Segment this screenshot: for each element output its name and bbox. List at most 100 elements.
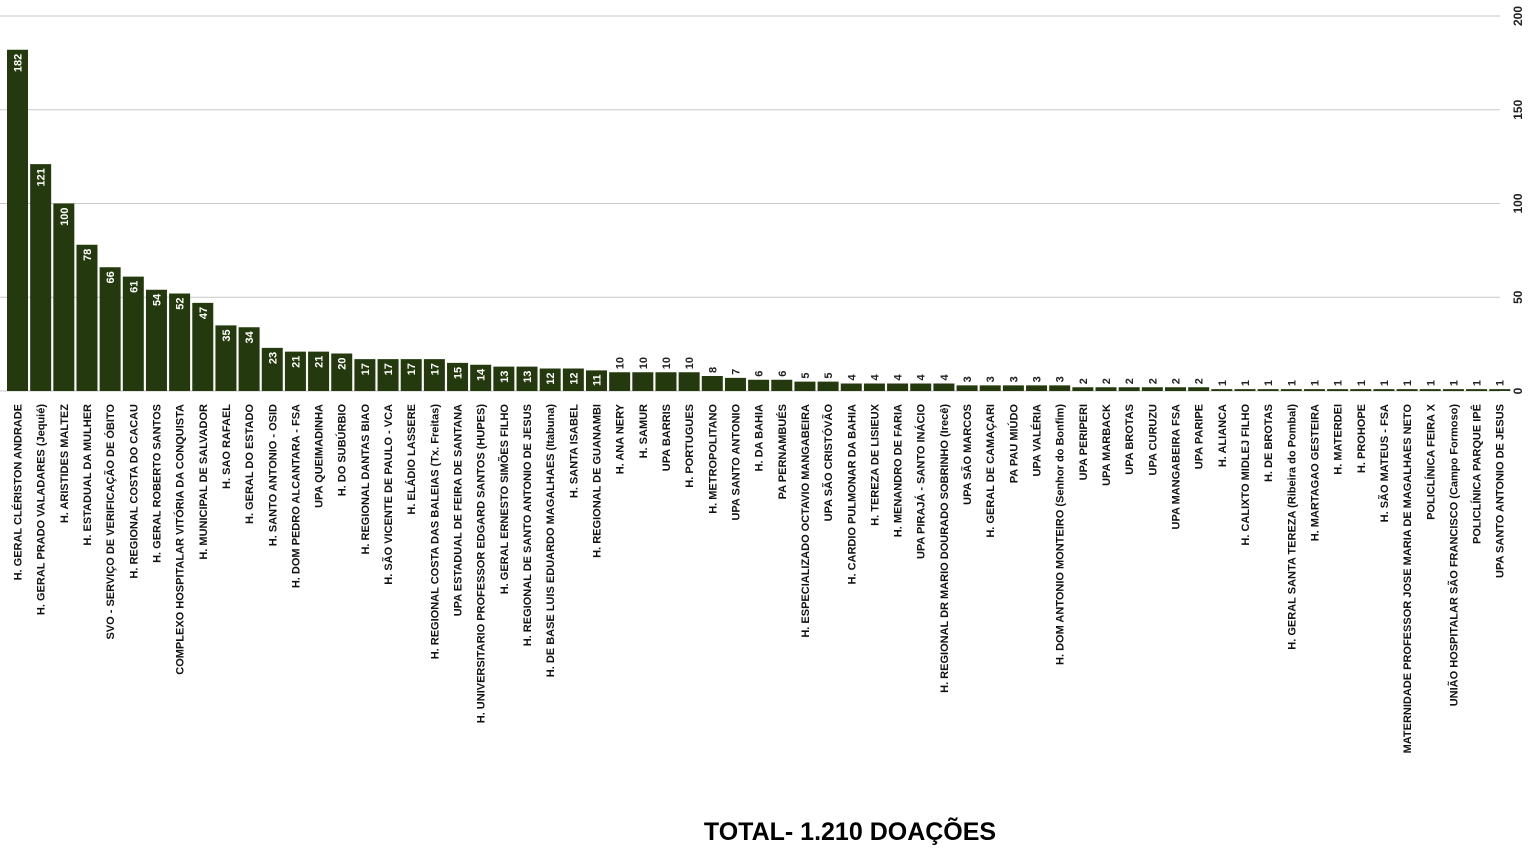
category-label: UPA ESTADUAL DE FEIRA DE SANTANA — [453, 404, 465, 616]
bar — [1234, 389, 1256, 391]
data-label: 23 — [267, 352, 279, 364]
category-label: H. ELÁDIO LASSERE — [405, 404, 418, 515]
category-label: UPA SÃO MARCOS — [961, 404, 974, 505]
data-label: 3 — [1055, 376, 1067, 382]
category-label: UPA CURUZU — [1147, 404, 1159, 476]
data-label: 1 — [1333, 380, 1345, 386]
bar — [817, 381, 839, 391]
bar — [284, 351, 306, 391]
bar — [354, 359, 376, 391]
data-label: 3 — [1032, 376, 1044, 382]
data-label: 3 — [985, 376, 997, 382]
data-label: 11 — [592, 374, 604, 386]
data-label: 12 — [568, 373, 580, 385]
data-label: 78 — [82, 249, 94, 261]
data-label: 61 — [128, 281, 140, 293]
bar — [1072, 387, 1094, 391]
data-label: 17 — [383, 363, 395, 375]
data-label: 35 — [221, 329, 233, 341]
bar — [238, 327, 260, 391]
bar — [1257, 389, 1279, 391]
bar — [76, 244, 98, 391]
bar — [423, 359, 445, 391]
category-label: POLICLÍNICA PARQUE IPÊ — [1471, 404, 1484, 544]
data-label: 4 — [893, 374, 905, 381]
category-label: H. GERAL DE CAMAÇARI — [985, 404, 997, 538]
bar — [609, 372, 631, 391]
category-label: H. TEREZA DE LISIEUX — [869, 403, 881, 525]
data-label: 15 — [453, 367, 465, 379]
category-label: UPA SÃO CRISTÓVÃO — [822, 404, 835, 522]
category-label: MATERNIDADE PROFESSOR JOSE MARIA DE MAGA… — [1402, 404, 1414, 754]
bar — [1026, 385, 1048, 391]
data-label: 47 — [198, 307, 210, 319]
category-label: H. GERAL SANTA TEREZA (Ribeira do Pombal… — [1286, 404, 1298, 650]
data-label: 2 — [1101, 378, 1113, 384]
bar — [956, 385, 978, 391]
bar — [1442, 389, 1464, 391]
data-label: 1 — [1495, 380, 1507, 386]
data-label: 2 — [1124, 378, 1136, 384]
y-axis-tick-labels: 0 50 100 150 200 — [1511, 6, 1525, 395]
bar — [7, 49, 28, 391]
bar — [632, 372, 654, 391]
data-label: 4 — [939, 374, 951, 381]
data-label: 5 — [823, 373, 835, 379]
bar — [30, 164, 52, 391]
bar — [724, 377, 746, 391]
bar — [863, 383, 885, 391]
category-label: H. DE BROTAS — [1263, 404, 1275, 482]
y-tick-label: 150 — [1511, 99, 1525, 119]
bar — [192, 302, 214, 391]
data-label: 20 — [337, 358, 349, 370]
bar — [215, 325, 237, 391]
category-label: H. DOM ANTONIO MONTEIRO (Senhor do Bonfi… — [1055, 404, 1067, 665]
data-label: 6 — [754, 371, 766, 377]
bar — [447, 362, 469, 391]
data-label: 17 — [429, 363, 441, 375]
bar — [1350, 389, 1372, 391]
category-label: H. ESPECIALIZADO OCTAVIO MANGABEIRA — [800, 404, 812, 638]
data-label: 1 — [1356, 380, 1368, 386]
bar — [1188, 387, 1210, 391]
category-label: H. REGIONAL DANTAS BIAO — [360, 404, 372, 555]
bar — [1165, 387, 1186, 391]
data-label: 6 — [777, 371, 789, 377]
data-label: 4 — [916, 374, 928, 381]
bar — [1489, 389, 1511, 391]
bar — [122, 276, 144, 391]
data-label: 10 — [638, 357, 650, 369]
bar — [1466, 389, 1488, 391]
total-caption: TOTAL- 1.210 DOAÇÕES — [703, 818, 997, 846]
data-label: 1 — [1217, 380, 1229, 386]
category-labels: H. GERAL CLÉRISTON ANDRADE H. GERAL PRADO… — [12, 403, 1507, 753]
category-label: UPA SANTO ANTONIO — [730, 404, 742, 521]
bar — [1419, 389, 1441, 391]
y-tick-label: 200 — [1511, 6, 1525, 26]
bar — [169, 293, 191, 391]
bar — [261, 347, 283, 391]
y-tick-label: 100 — [1511, 193, 1525, 213]
category-label: H. SAMUR — [638, 404, 650, 458]
category-label: H. SÃO VICENTE DE PAULO - VCA — [382, 404, 395, 585]
category-label: H. REGIONAL DE SANTO ANTONIO DE JESUS — [522, 404, 534, 646]
category-label: H. MENANDRO DE FARIA — [893, 404, 905, 537]
data-label: 121 — [36, 168, 48, 186]
category-label: H. MARTAGAO GESTEIRA — [1309, 404, 1321, 541]
category-label: PA PAU MIÚDO — [1007, 404, 1020, 484]
bar — [1373, 389, 1395, 391]
bar — [586, 370, 607, 391]
category-label: H. GERAL PRADO VALADARES (Jequié) — [36, 404, 48, 615]
data-label: 3 — [1008, 376, 1020, 382]
category-label: H. MATERDEI — [1333, 404, 1345, 475]
bar — [493, 366, 515, 391]
bar — [701, 376, 723, 391]
category-label: UPA PERIPERI — [1078, 404, 1090, 480]
bar — [887, 383, 909, 391]
bar — [794, 381, 816, 391]
category-label: H. ARISTIDES MALTEZ — [59, 404, 71, 523]
data-label: 1 — [1286, 380, 1298, 386]
data-label: 182 — [13, 54, 25, 72]
data-label: 17 — [406, 363, 418, 375]
